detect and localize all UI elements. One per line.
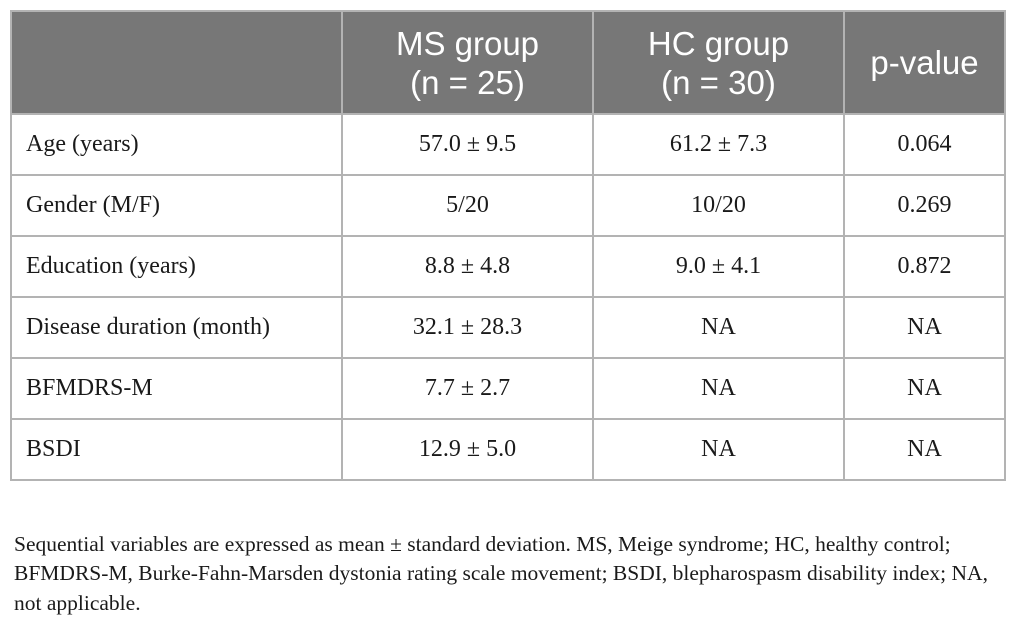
p-value-cell: 0.872 bbox=[843, 235, 1006, 298]
header-hc-group-n: (n = 30) bbox=[661, 63, 776, 101]
table-footnote: Sequential variables are expressed as me… bbox=[14, 531, 988, 615]
ms-value-cell: 8.8 ± 4.8 bbox=[341, 235, 594, 298]
hc-value-cell: NA bbox=[592, 296, 845, 359]
header-hc-group-title: HC group bbox=[647, 24, 790, 62]
ms-value-cell: 7.7 ± 2.7 bbox=[341, 357, 594, 420]
table-row: Gender (M/F) 5/20 10/20 0.269 bbox=[10, 174, 1006, 237]
row-label: Education (years) bbox=[10, 235, 343, 298]
header-ms-group-n: (n = 25) bbox=[410, 63, 525, 101]
table-row: BFMDRS-M 7.7 ± 2.7 NA NA bbox=[10, 357, 1006, 420]
row-label: BSDI bbox=[10, 418, 343, 481]
table-row: Education (years) 8.8 ± 4.8 9.0 ± 4.1 0.… bbox=[10, 235, 1006, 298]
hc-value-cell: 10/20 bbox=[592, 174, 845, 237]
header-empty-cell bbox=[10, 10, 343, 115]
table-row: BSDI 12.9 ± 5.0 NA NA bbox=[10, 418, 1006, 481]
demographics-table: MS group (n = 25) HC group (n = 30) p-va… bbox=[10, 10, 1006, 481]
row-label: Disease duration (month) bbox=[10, 296, 343, 359]
table-container: MS group (n = 25) HC group (n = 30) p-va… bbox=[10, 10, 1006, 481]
header-hc-group: HC group (n = 30) bbox=[592, 10, 845, 115]
header-p-value: p-value bbox=[843, 10, 1006, 115]
row-label: Gender (M/F) bbox=[10, 174, 343, 237]
header-ms-group: MS group (n = 25) bbox=[341, 10, 594, 115]
hc-value-cell: NA bbox=[592, 357, 845, 420]
table-row: Age (years) 57.0 ± 9.5 61.2 ± 7.3 0.064 bbox=[10, 113, 1006, 176]
ms-value-cell: 12.9 ± 5.0 bbox=[341, 418, 594, 481]
ms-value-cell: 57.0 ± 9.5 bbox=[341, 113, 594, 176]
row-label: Age (years) bbox=[10, 113, 343, 176]
p-value-cell: NA bbox=[843, 418, 1006, 481]
hc-value-cell: 9.0 ± 4.1 bbox=[592, 235, 845, 298]
table-row: Disease duration (month) 32.1 ± 28.3 NA … bbox=[10, 296, 1006, 359]
header-ms-group-title: MS group bbox=[395, 24, 540, 62]
hc-value-cell: NA bbox=[592, 418, 845, 481]
hc-value-cell: 61.2 ± 7.3 bbox=[592, 113, 845, 176]
ms-value-cell: 5/20 bbox=[341, 174, 594, 237]
p-value-cell: 0.064 bbox=[843, 113, 1006, 176]
p-value-cell: NA bbox=[843, 296, 1006, 359]
table-header-row: MS group (n = 25) HC group (n = 30) p-va… bbox=[10, 10, 1006, 115]
p-value-cell: NA bbox=[843, 357, 1006, 420]
row-label: BFMDRS-M bbox=[10, 357, 343, 420]
ms-value-cell: 32.1 ± 28.3 bbox=[341, 296, 594, 359]
p-value-cell: 0.269 bbox=[843, 174, 1006, 237]
